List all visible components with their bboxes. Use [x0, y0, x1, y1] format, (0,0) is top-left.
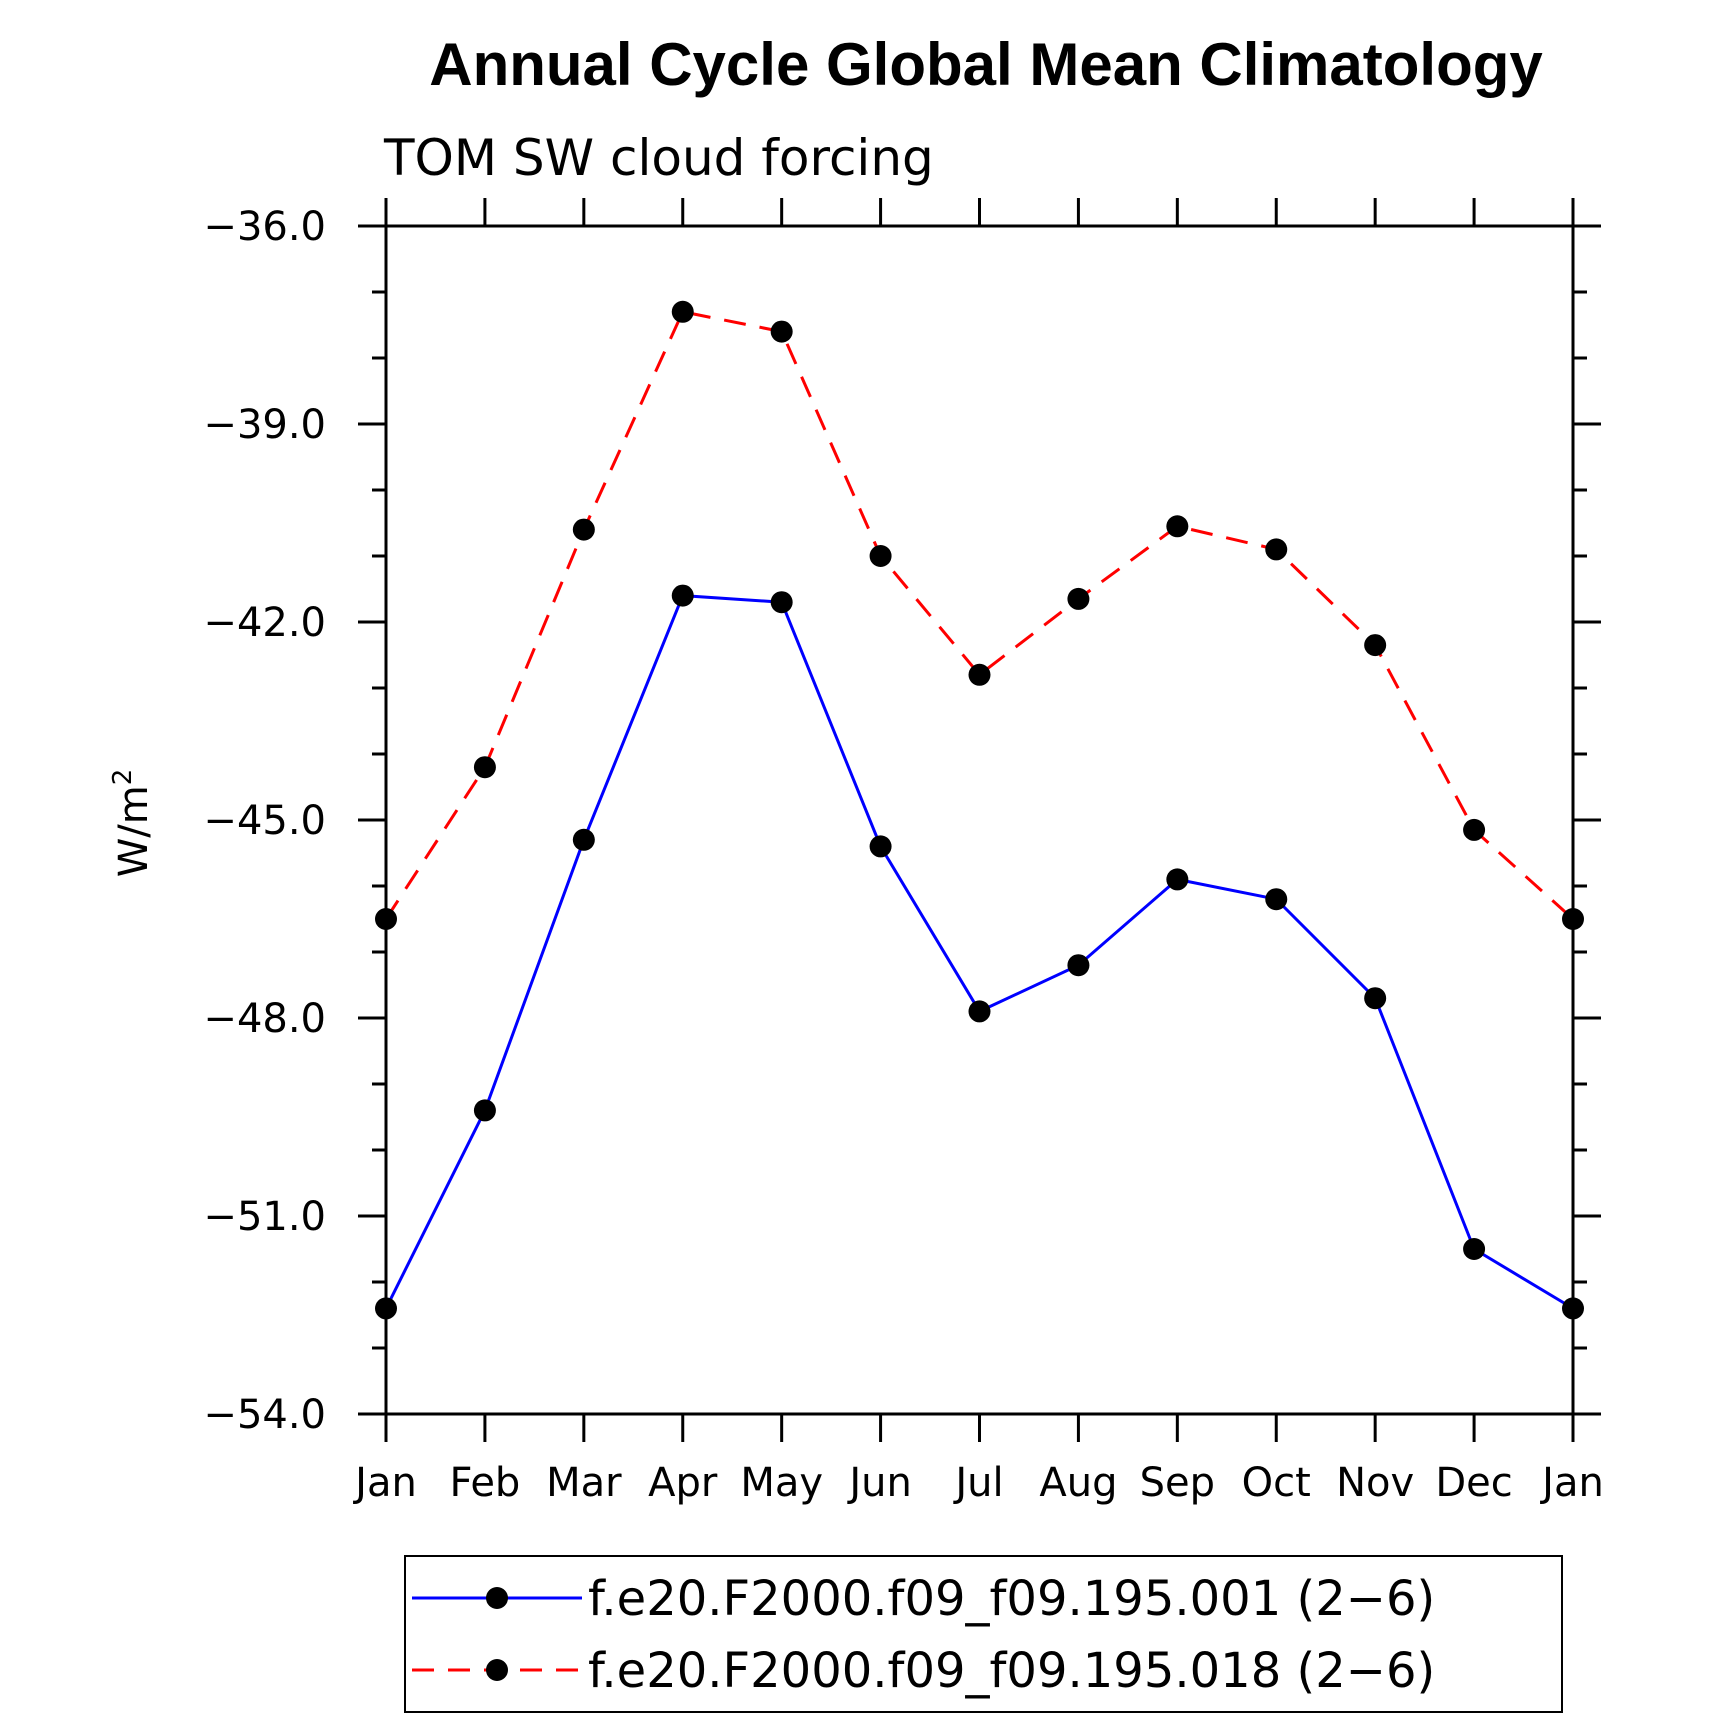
series-1-point: [1463, 1238, 1486, 1260]
y-tick-label: −42.0: [203, 600, 326, 646]
legend-label-1: f.e20.F2000.f09_f09.195.001 (2−6): [588, 1571, 1435, 1627]
series-1-point: [473, 1099, 496, 1122]
x-tick-label: Nov: [1336, 1460, 1414, 1506]
legend-box: [404, 1555, 1563, 1713]
series-line-1: [384, 594, 1574, 1310]
x-tick-label: May: [740, 1460, 823, 1506]
y-tick-label: −45.0: [203, 798, 326, 844]
series-1-point: [770, 591, 793, 614]
legend-marker-1: [486, 1587, 508, 1609]
x-tick-label: Feb: [450, 1460, 521, 1506]
y-tick-label: −51.0: [203, 1194, 326, 1240]
chart-title: Annual Cycle Global Mean Climatology: [429, 31, 1543, 98]
series-2-point: [1265, 538, 1288, 561]
x-tick-label: Jun: [846, 1460, 912, 1506]
y-tick-label: −39.0: [203, 402, 326, 448]
series-line-2: [384, 310, 1575, 921]
chart-subtitle: TOM SW cloud forcing: [383, 129, 934, 187]
y-tick-label: −48.0: [203, 996, 326, 1042]
series-2-point: [375, 908, 397, 930]
x-tick-label: Sep: [1140, 1460, 1215, 1506]
series-1-point: [375, 1297, 397, 1320]
series-2-point: [1067, 587, 1090, 610]
series-1-point: [1364, 987, 1387, 1010]
y-tick-label: −36.0: [203, 204, 326, 250]
x-tick-label: Aug: [1039, 1460, 1117, 1506]
x-tick-label: Apr: [648, 1460, 718, 1506]
series-1-point: [572, 828, 595, 851]
series-2-point: [1463, 818, 1486, 841]
y-axis-label: W/m2: [108, 769, 157, 878]
x-tick-label: Jan: [352, 1460, 417, 1506]
series-2-point: [1364, 634, 1387, 657]
y-axis-label-base: W/m: [111, 785, 157, 877]
series-2-point: [1166, 515, 1189, 538]
series-1-point: [1067, 954, 1090, 977]
y-tick-label: −54.0: [203, 1392, 326, 1438]
y-axis-label-superscript: 2: [108, 769, 138, 786]
series-2-point: [1562, 908, 1584, 930]
series-1-point: [1562, 1297, 1584, 1320]
series-2-point: [572, 518, 595, 541]
x-tick-label: Jan: [1539, 1460, 1604, 1506]
series-2-point: [869, 545, 892, 567]
series-2-point: [671, 300, 694, 323]
series-1-point: [1265, 888, 1288, 911]
x-tick-label: Oct: [1242, 1460, 1311, 1506]
series-2-point: [968, 663, 991, 686]
legend-marker-2: [486, 1659, 508, 1681]
x-tick-label: Mar: [546, 1460, 622, 1506]
series-1-point: [869, 835, 892, 858]
series-1-point: [671, 584, 694, 607]
legend-label-2: f.e20.F2000.f09_f09.195.018 (2−6): [588, 1643, 1435, 1699]
x-tick-label: Dec: [1435, 1460, 1512, 1506]
plot-area: Jan Feb Mar Apr May Jun Jul Aug Sep Oct Nov Dec Jan−…: [203, 198, 1604, 1506]
legend: f.e20.F2000.f09_f09.195.001 (2−6) f.e20.F…: [404, 1555, 1563, 1713]
series-1-point: [1166, 868, 1189, 891]
series-1-point: [968, 1000, 991, 1023]
series-2-point: [473, 756, 496, 779]
x-tick-label: Jul: [952, 1460, 1003, 1506]
series-2-point: [770, 320, 793, 343]
plot-frame: [384, 224, 1575, 1416]
